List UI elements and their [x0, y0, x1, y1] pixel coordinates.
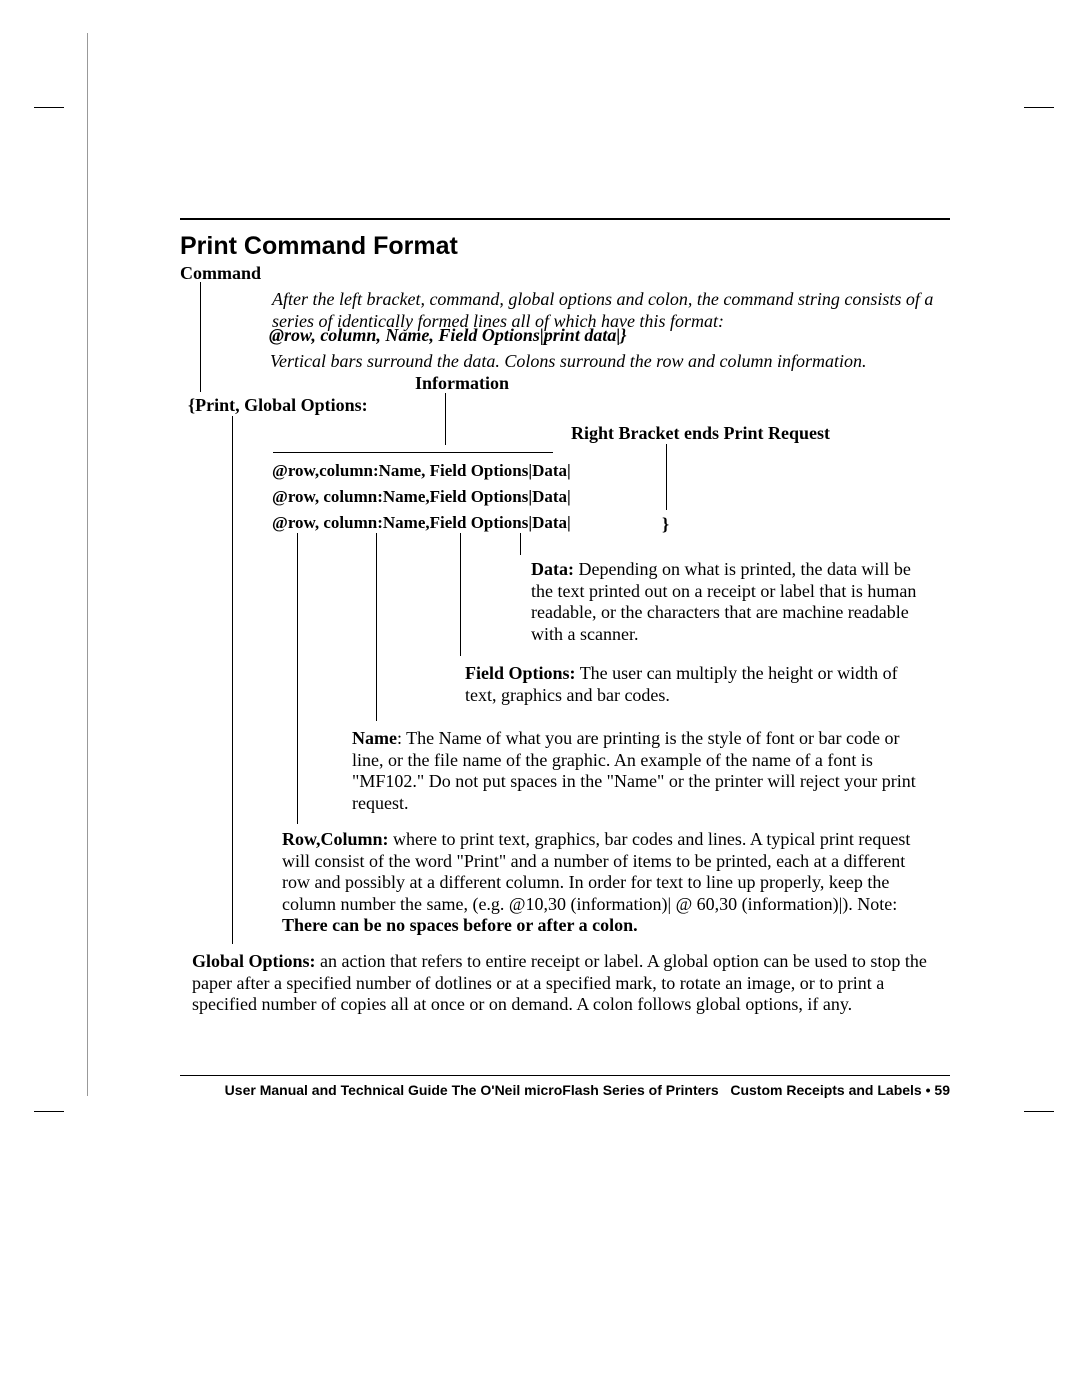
- row-column-text-b: There can be no spaces before or after a…: [282, 915, 638, 935]
- row-column-label: Row,Column:: [282, 829, 389, 849]
- close-brace: }: [662, 514, 669, 535]
- footer-page-number: 59: [934, 1082, 950, 1098]
- intro-vertical-bars: Vertical bars surround the data. Colons …: [270, 351, 867, 372]
- command-row-1: @row,column:Name, Field Options|Data|: [272, 461, 571, 481]
- section-rule: [180, 218, 950, 220]
- global-options-label: Global Options:: [192, 951, 316, 971]
- pointer-command: [200, 282, 201, 392]
- pointer-right-bracket: [666, 444, 667, 510]
- command-label: Command: [180, 263, 261, 284]
- data-label: Data:: [531, 559, 574, 579]
- pointer-global-options: [232, 416, 233, 944]
- crop-mark-top-left: [34, 107, 64, 108]
- section-title: Print Command Format: [180, 232, 458, 261]
- right-bracket-label: Right Bracket ends Print Request: [571, 423, 830, 444]
- information-label: Information: [415, 373, 509, 394]
- pointer-name: [376, 533, 377, 721]
- field-options-label: Field Options:: [465, 663, 576, 683]
- separator-line: [273, 452, 553, 453]
- command-row-2: @row, column:Name,Field Options|Data|: [272, 487, 571, 507]
- print-global-options-label: {Print, Global Options:: [188, 395, 368, 416]
- intro-format-line: @row, column, Name, Field Options|print …: [269, 325, 627, 346]
- data-text: Depending on what is printed, the data w…: [531, 559, 916, 644]
- footer-section: Custom Receipts and Labels: [730, 1082, 921, 1098]
- pointer-data: [520, 533, 521, 555]
- page-footer: User Manual and Technical Guide The O'Ne…: [180, 1075, 950, 1098]
- page-left-border: [87, 33, 88, 1096]
- crop-mark-top-right: [1024, 107, 1054, 108]
- pointer-field-options: [460, 533, 461, 656]
- name-label: Name: [352, 728, 397, 748]
- crop-mark-bottom-left: [34, 1111, 64, 1112]
- pointer-information: [445, 393, 446, 445]
- data-description: Data: Depending on what is printed, the …: [531, 559, 926, 645]
- field-options-description: Field Options: The user can multiply the…: [465, 663, 915, 706]
- pointer-row-column: [297, 533, 298, 824]
- footer-manual-title: User Manual and Technical Guide The O'Ne…: [225, 1082, 719, 1098]
- global-options-description: Global Options: an action that refers to…: [192, 951, 932, 1016]
- command-row-3: @row, column:Name,Field Options|Data|: [272, 513, 571, 533]
- row-column-description: Row,Column: where to print text, graphic…: [282, 829, 927, 937]
- name-text: : The Name of what you are printing is t…: [352, 728, 916, 813]
- name-description: Name: The Name of what you are printing …: [352, 728, 927, 814]
- crop-mark-bottom-right: [1024, 1111, 1054, 1112]
